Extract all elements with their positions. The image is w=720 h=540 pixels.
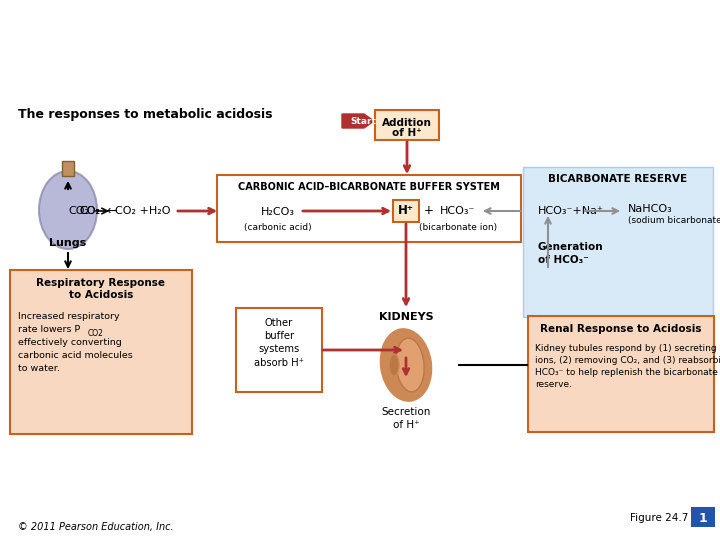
Text: (bicarbonate ion): (bicarbonate ion): [419, 223, 497, 232]
Text: CO₂ +H₂O: CO₂ +H₂O: [115, 206, 171, 216]
Text: Kidney tubules respond by (1) secreting H⁺
ions, (2) removing CO₂, and (3) reabs: Kidney tubules respond by (1) secreting …: [535, 344, 720, 389]
Text: +: +: [424, 205, 434, 218]
Text: rate lowers P: rate lowers P: [18, 325, 80, 334]
Ellipse shape: [39, 171, 97, 249]
Text: KIDNEYS: KIDNEYS: [379, 312, 433, 322]
Text: HCO₃⁻+Na⁺: HCO₃⁻+Na⁺: [538, 206, 604, 216]
FancyBboxPatch shape: [62, 161, 74, 176]
Text: Increased respiratory: Increased respiratory: [18, 312, 120, 321]
Text: Start: Start: [350, 117, 376, 125]
Text: Renal Response to Acidosis: Renal Response to Acidosis: [540, 324, 702, 334]
FancyBboxPatch shape: [691, 507, 715, 527]
Text: Respiratory Response
to Acidosis: Respiratory Response to Acidosis: [37, 278, 166, 300]
Text: HCO₃⁻: HCO₃⁻: [441, 206, 476, 216]
FancyArrow shape: [342, 114, 374, 128]
Text: (carbonic acid): (carbonic acid): [244, 223, 312, 232]
Text: to water.: to water.: [18, 364, 60, 373]
Text: Other
buffer
systems
absorb H⁺: Other buffer systems absorb H⁺: [254, 318, 304, 368]
Text: Lungs: Lungs: [50, 238, 86, 248]
Text: Addition: Addition: [382, 118, 432, 128]
FancyBboxPatch shape: [523, 167, 713, 317]
Text: ←: ←: [107, 205, 117, 218]
FancyBboxPatch shape: [10, 270, 192, 434]
FancyBboxPatch shape: [375, 110, 439, 140]
Text: CARBONIC ACID–BICARBONATE BUFFER SYSTEM: CARBONIC ACID–BICARBONATE BUFFER SYSTEM: [238, 182, 500, 192]
Text: NaHCO₃: NaHCO₃: [628, 204, 672, 214]
Ellipse shape: [381, 329, 431, 401]
Text: CO₂: CO₂: [68, 206, 89, 216]
FancyBboxPatch shape: [217, 175, 521, 242]
Text: effectively converting: effectively converting: [18, 338, 122, 347]
Ellipse shape: [389, 354, 399, 376]
Text: 1: 1: [698, 511, 707, 524]
Text: H⁺: H⁺: [398, 205, 414, 218]
Text: carbonic acid molecules: carbonic acid molecules: [18, 351, 132, 360]
Text: Secretion
of H⁺: Secretion of H⁺: [382, 407, 431, 430]
Text: Generation
of HCO₃⁻: Generation of HCO₃⁻: [538, 242, 603, 265]
FancyBboxPatch shape: [528, 316, 714, 432]
FancyBboxPatch shape: [236, 308, 322, 392]
Text: CO₂: CO₂: [79, 206, 101, 216]
FancyBboxPatch shape: [393, 200, 419, 222]
Text: The responses to metabolic acidosis: The responses to metabolic acidosis: [18, 108, 272, 121]
Text: CO₂: CO₂: [79, 206, 101, 216]
Text: (sodium bicarbonate): (sodium bicarbonate): [628, 216, 720, 225]
Text: BICARBONATE RESERVE: BICARBONATE RESERVE: [549, 174, 688, 184]
Text: of H⁺: of H⁺: [392, 128, 422, 138]
Text: H₂CO₃: H₂CO₃: [261, 207, 295, 217]
Ellipse shape: [396, 338, 424, 392]
Text: Figure 24.7: Figure 24.7: [629, 513, 688, 523]
Text: CO2: CO2: [88, 329, 104, 338]
Text: © 2011 Pearson Education, Inc.: © 2011 Pearson Education, Inc.: [18, 522, 174, 532]
